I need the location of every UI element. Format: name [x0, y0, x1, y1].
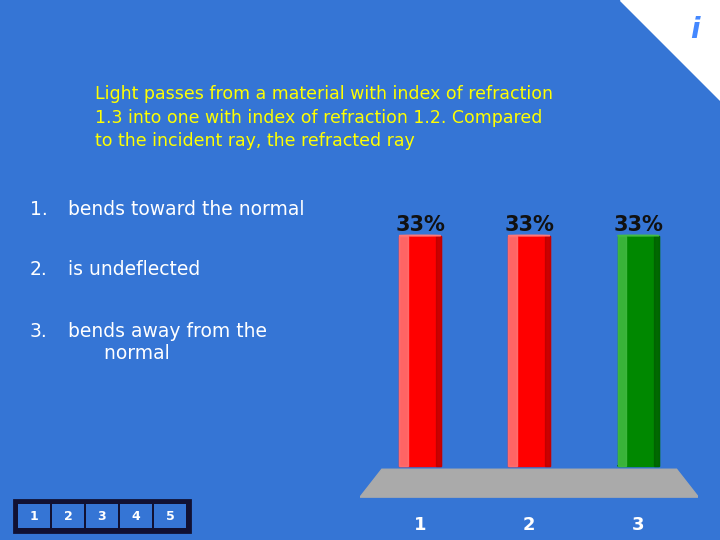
Text: 2: 2: [63, 510, 73, 523]
Text: 3.: 3.: [30, 322, 48, 341]
Text: 5: 5: [166, 510, 174, 523]
Text: i: i: [690, 16, 700, 44]
Bar: [618, 235, 659, 465]
FancyBboxPatch shape: [18, 504, 50, 528]
Polygon shape: [620, 0, 720, 100]
Ellipse shape: [400, 465, 441, 466]
Text: 33%: 33%: [613, 215, 663, 235]
Bar: [654, 235, 659, 465]
Text: 3: 3: [98, 510, 107, 523]
Text: bends toward the normal: bends toward the normal: [68, 200, 305, 219]
Text: 4: 4: [132, 510, 140, 523]
Bar: [400, 235, 441, 465]
Bar: [618, 235, 626, 465]
FancyBboxPatch shape: [52, 504, 84, 528]
Ellipse shape: [508, 465, 550, 466]
Bar: [508, 235, 550, 465]
Text: 33%: 33%: [504, 215, 554, 235]
Text: 1.: 1.: [30, 200, 48, 219]
FancyBboxPatch shape: [120, 504, 152, 528]
Bar: [545, 235, 550, 465]
Text: bends away from the
      normal: bends away from the normal: [68, 322, 267, 363]
FancyBboxPatch shape: [14, 500, 190, 532]
Ellipse shape: [400, 235, 441, 236]
FancyBboxPatch shape: [86, 504, 118, 528]
Text: 1: 1: [30, 510, 38, 523]
Bar: [436, 235, 441, 465]
Text: is undeflected: is undeflected: [68, 260, 200, 279]
Text: 2.: 2.: [30, 260, 48, 279]
FancyBboxPatch shape: [154, 504, 186, 528]
Polygon shape: [360, 469, 698, 497]
Ellipse shape: [618, 465, 659, 466]
Ellipse shape: [508, 235, 550, 236]
Ellipse shape: [618, 235, 659, 236]
Bar: [400, 235, 408, 465]
Text: Light passes from a material with index of refraction
1.3 into one with index of: Light passes from a material with index …: [95, 85, 553, 150]
Bar: [508, 235, 517, 465]
Text: 33%: 33%: [395, 215, 445, 235]
